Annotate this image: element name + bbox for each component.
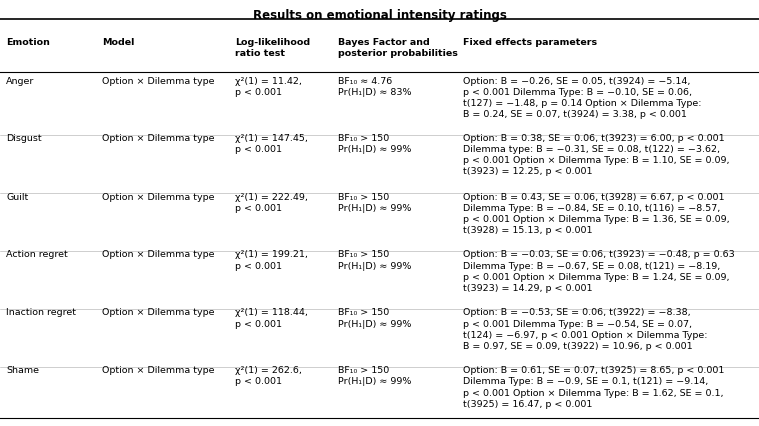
Text: χ²(1) = 118.44,
p < 0.001: χ²(1) = 118.44, p < 0.001: [235, 308, 308, 328]
Text: Model: Model: [102, 38, 135, 47]
Text: BF₁₀ > 150
Pr(H₁|D) ≈ 99%: BF₁₀ > 150 Pr(H₁|D) ≈ 99%: [338, 134, 411, 154]
Text: Bayes Factor and
posterior probabilities: Bayes Factor and posterior probabilities: [338, 38, 458, 58]
Text: Fixed effects parameters: Fixed effects parameters: [463, 38, 597, 47]
Text: Action regret: Action regret: [6, 250, 68, 259]
Text: Disgust: Disgust: [6, 134, 42, 143]
Text: Shame: Shame: [6, 366, 39, 375]
Text: Option: B = 0.38, SE = 0.06, t(3923) = 6.00, p < 0.001
Dilemma type: B = −0.31, : Option: B = 0.38, SE = 0.06, t(3923) = 6…: [463, 134, 729, 176]
Text: BF₁₀ > 150
Pr(H₁|D) ≈ 99%: BF₁₀ > 150 Pr(H₁|D) ≈ 99%: [338, 308, 411, 328]
Text: BF₁₀ > 150
Pr(H₁|D) ≈ 99%: BF₁₀ > 150 Pr(H₁|D) ≈ 99%: [338, 250, 411, 271]
Text: Option × Dilemma type: Option × Dilemma type: [102, 134, 215, 143]
Text: BF₁₀ ≈ 4.76
Pr(H₁|D) ≈ 83%: BF₁₀ ≈ 4.76 Pr(H₁|D) ≈ 83%: [338, 77, 411, 97]
Text: Option: B = −0.26, SE = 0.05, t(3924) = −5.14,
p < 0.001 Dilemma Type: B = −0.10: Option: B = −0.26, SE = 0.05, t(3924) = …: [463, 77, 701, 119]
Text: χ²(1) = 262.6,
p < 0.001: χ²(1) = 262.6, p < 0.001: [235, 366, 302, 386]
Text: χ²(1) = 199.21,
p < 0.001: χ²(1) = 199.21, p < 0.001: [235, 250, 308, 271]
Text: Option × Dilemma type: Option × Dilemma type: [102, 366, 215, 375]
Text: Log-likelihood
ratio test: Log-likelihood ratio test: [235, 38, 310, 58]
Text: BF₁₀ > 150
Pr(H₁|D) ≈ 99%: BF₁₀ > 150 Pr(H₁|D) ≈ 99%: [338, 366, 411, 386]
Text: Option × Dilemma type: Option × Dilemma type: [102, 193, 215, 201]
Text: Guilt: Guilt: [6, 193, 28, 201]
Text: BF₁₀ > 150
Pr(H₁|D) ≈ 99%: BF₁₀ > 150 Pr(H₁|D) ≈ 99%: [338, 193, 411, 213]
Text: Option × Dilemma type: Option × Dilemma type: [102, 77, 215, 86]
Text: Option: B = −0.53, SE = 0.06, t(3922) = −8.38,
p < 0.001 Dilemma Type: B = −0.54: Option: B = −0.53, SE = 0.06, t(3922) = …: [463, 308, 707, 351]
Text: Anger: Anger: [6, 77, 34, 86]
Text: Option: B = −0.03, SE = 0.06, t(3923) = −0.48, p = 0.63
Dilemma Type: B = −0.67,: Option: B = −0.03, SE = 0.06, t(3923) = …: [463, 250, 735, 293]
Text: χ²(1) = 222.49,
p < 0.001: χ²(1) = 222.49, p < 0.001: [235, 193, 308, 213]
Text: Option × Dilemma type: Option × Dilemma type: [102, 250, 215, 259]
Text: Results on emotional intensity ratings: Results on emotional intensity ratings: [253, 9, 506, 23]
Text: Option: B = 0.61, SE = 0.07, t(3925) = 8.65, p < 0.001
Dilemma Type: B = −0.9, S: Option: B = 0.61, SE = 0.07, t(3925) = 8…: [463, 366, 724, 409]
Text: Inaction regret: Inaction regret: [6, 308, 76, 317]
Text: Option × Dilemma type: Option × Dilemma type: [102, 308, 215, 317]
Text: χ²(1) = 147.45,
p < 0.001: χ²(1) = 147.45, p < 0.001: [235, 134, 308, 154]
Text: Option: B = 0.43, SE = 0.06, t(3928) = 6.67, p < 0.001
Dilemma Type: B = −0.84, : Option: B = 0.43, SE = 0.06, t(3928) = 6…: [463, 193, 729, 235]
Text: Emotion: Emotion: [6, 38, 50, 47]
Text: χ²(1) = 11.42,
p < 0.001: χ²(1) = 11.42, p < 0.001: [235, 77, 302, 97]
